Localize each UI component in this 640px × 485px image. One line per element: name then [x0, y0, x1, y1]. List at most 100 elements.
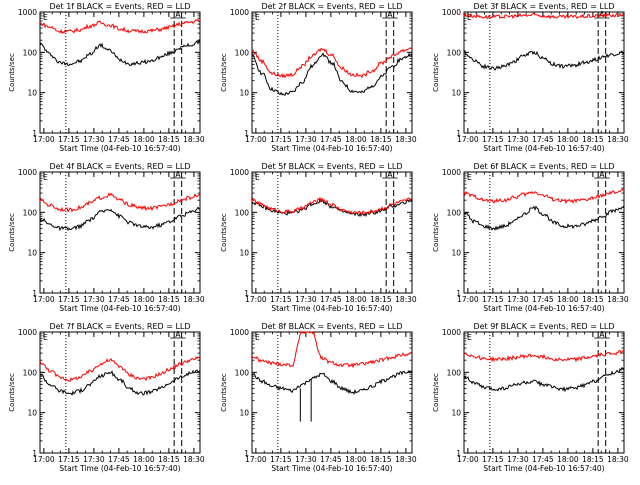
series-line-events: [39, 206, 201, 232]
y-tick-label: 1: [244, 129, 249, 138]
series-line-lld: [39, 19, 201, 35]
x-tick-label: 18:30: [395, 455, 417, 464]
x-tick-label: 17:30: [507, 135, 529, 144]
x-tick-label: 17:00: [457, 295, 479, 304]
x-tick-label: 18:15: [370, 295, 392, 304]
panel-title: Det 5f BLACK = Events, RED = LLD: [261, 162, 402, 171]
panel-2: Det 2f BLACK = Events, RED = LLD 1 10 100 10…: [220, 2, 417, 153]
y-axis-title: Counts/sec: [8, 213, 16, 252]
y-tick-label: 10: [239, 409, 249, 418]
plot-frame: [251, 331, 413, 454]
x-tick-label: 17:00: [245, 455, 267, 464]
y-tick-label: 1: [244, 449, 249, 458]
top-marker-label: A: [599, 10, 605, 19]
x-axis-title: Start Time (04-Feb-10 16:57:40): [59, 144, 180, 153]
x-tick-label: 17:00: [457, 455, 479, 464]
x-tick-label: 17:45: [320, 135, 342, 144]
x-tick-label: 17:45: [320, 295, 342, 304]
x-tick-label: 18:30: [183, 455, 205, 464]
top-marker-label: A: [175, 10, 181, 19]
x-tick-label: 18:00: [345, 135, 367, 144]
panel-title: Det 7f BLACK = Events, RED = LLD: [49, 322, 190, 331]
series-line-lld: [463, 188, 625, 205]
y-tick-label: 10: [27, 89, 37, 98]
corner-mark: E: [255, 13, 260, 22]
x-tick-label: 18:00: [557, 295, 579, 304]
panel-4: Det 4f BLACK = Events, RED = LLD 1 10 100 10…: [8, 162, 205, 313]
y-tick-label: 1000: [230, 328, 249, 337]
y-tick-label: 100: [23, 208, 38, 217]
x-tick-label: 18:30: [395, 295, 417, 304]
plot-frame: [39, 171, 201, 294]
x-tick-label: 17:30: [295, 295, 317, 304]
x-tick-label: 17:00: [33, 135, 55, 144]
y-tick-label: 100: [23, 48, 38, 57]
panel-title: Det 4f BLACK = Events, RED = LLD: [49, 162, 190, 171]
x-tick-label: 18:00: [133, 455, 155, 464]
y-tick-label: 10: [27, 249, 37, 258]
x-tick-label: 18:15: [158, 135, 180, 144]
series-line-lld: [251, 196, 413, 216]
corner-mark: E: [43, 333, 48, 342]
x-tick-label: 17:15: [482, 455, 504, 464]
x-axis-title: Start Time (04-Feb-10 16:57:40): [271, 144, 392, 153]
y-axis-title: Counts/sec: [220, 53, 228, 92]
x-axis-title: Start Time (04-Feb-10 16:57:40): [59, 464, 180, 473]
y-tick-label: 10: [239, 89, 249, 98]
x-axis-title: Start Time (04-Feb-10 16:57:40): [271, 304, 392, 313]
x-tick-label: 18:15: [370, 455, 392, 464]
x-tick-label: 18:15: [582, 455, 604, 464]
plot-frame: [251, 171, 413, 294]
x-tick-label: 18:30: [183, 135, 205, 144]
y-tick-label: 1000: [442, 328, 461, 337]
x-tick-label: 17:00: [245, 135, 267, 144]
y-tick-label: 100: [447, 208, 462, 217]
series-line-lld: [251, 47, 413, 79]
y-tick-label: 1: [32, 289, 37, 298]
corner-mark: E: [43, 13, 48, 22]
series-line-events: [251, 52, 413, 96]
series-line-events: [251, 369, 413, 395]
series-line-events: [463, 366, 625, 393]
top-marker-label: A: [599, 330, 605, 339]
y-tick-label: 1000: [442, 8, 461, 17]
plot-frame: [463, 11, 625, 134]
y-axis-title: Counts/sec: [8, 53, 16, 92]
x-tick-label: 17:15: [58, 135, 80, 144]
x-tick-label: 17:15: [58, 295, 80, 304]
x-tick-label: 18:00: [133, 295, 155, 304]
series-line-events: [463, 50, 625, 71]
panel-7: Det 7f BLACK = Events, RED = LLD 1 10 100 10…: [8, 322, 205, 473]
x-tick-label: 17:30: [83, 455, 105, 464]
x-tick-label: 17:45: [320, 455, 342, 464]
x-tick-label: 17:45: [532, 295, 554, 304]
plot-frame: [39, 331, 201, 454]
series-line-lld: [39, 192, 201, 213]
x-tick-label: 18:15: [158, 455, 180, 464]
y-tick-label: 10: [27, 409, 37, 418]
corner-mark: E: [255, 173, 260, 182]
y-tick-label: 1000: [230, 8, 249, 17]
x-tick-label: 18:15: [370, 135, 392, 144]
y-tick-label: 1000: [18, 8, 37, 17]
x-tick-label: 17:15: [482, 295, 504, 304]
plot-frame: [39, 11, 201, 134]
series-line-events: [251, 198, 413, 218]
x-tick-label: 18:00: [133, 135, 155, 144]
y-tick-label: 100: [447, 48, 462, 57]
panel-3: Det 3f BLACK = Events, RED = LLD 1 10 100 10…: [432, 2, 629, 153]
y-axis-title: Counts/sec: [432, 373, 440, 412]
x-tick-label: 17:45: [108, 295, 130, 304]
x-tick-label: 17:00: [33, 295, 55, 304]
y-tick-label: 100: [235, 208, 250, 217]
plot-frame: [251, 11, 413, 134]
x-tick-label: 17:30: [507, 455, 529, 464]
y-tick-label: 1000: [18, 168, 37, 177]
y-tick-label: 1: [456, 289, 461, 298]
panel-9: Det 9f BLACK = Events, RED = LLD 1 10 100 10…: [432, 322, 629, 473]
x-tick-label: 18:00: [557, 135, 579, 144]
x-tick-label: 17:30: [295, 135, 317, 144]
series-line-lld: [463, 12, 625, 20]
y-tick-label: 10: [451, 89, 461, 98]
panel-1: Det 1f BLACK = Events, RED = LLD 1 10 100 10…: [8, 2, 205, 153]
